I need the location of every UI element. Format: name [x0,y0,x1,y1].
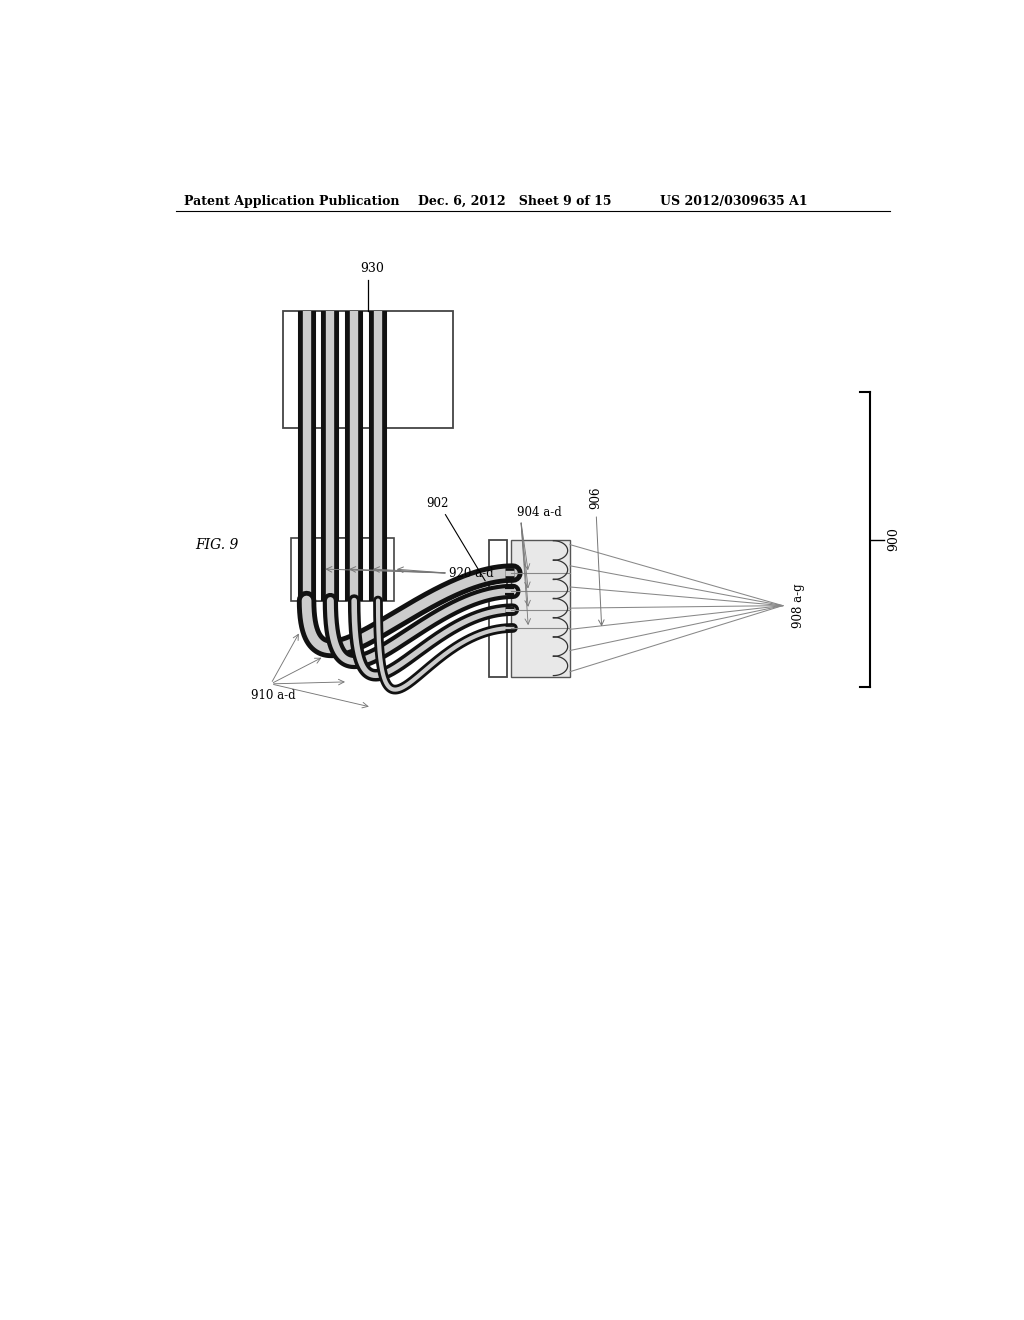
Text: Dec. 6, 2012   Sheet 9 of 15: Dec. 6, 2012 Sheet 9 of 15 [418,194,611,207]
Text: 910 a-d: 910 a-d [251,689,296,702]
Text: FIG. 9: FIG. 9 [196,537,239,552]
Bar [314,537,346,601]
Bar [338,537,370,601]
Bar [489,540,507,677]
Text: 930: 930 [360,263,384,276]
Bar [362,537,394,601]
Bar [291,537,323,601]
Text: 900: 900 [888,528,900,552]
Text: 908 a-g: 908 a-g [793,583,805,628]
Text: 920 a-d: 920 a-d [450,566,494,579]
Text: 902: 902 [426,496,449,510]
Text: Patent Application Publication: Patent Application Publication [183,194,399,207]
Text: 906: 906 [590,487,603,510]
Bar [511,540,570,677]
Text: US 2012/0309635 A1: US 2012/0309635 A1 [659,194,807,207]
Text: 904 a-d: 904 a-d [517,506,561,519]
Bar [283,312,454,428]
